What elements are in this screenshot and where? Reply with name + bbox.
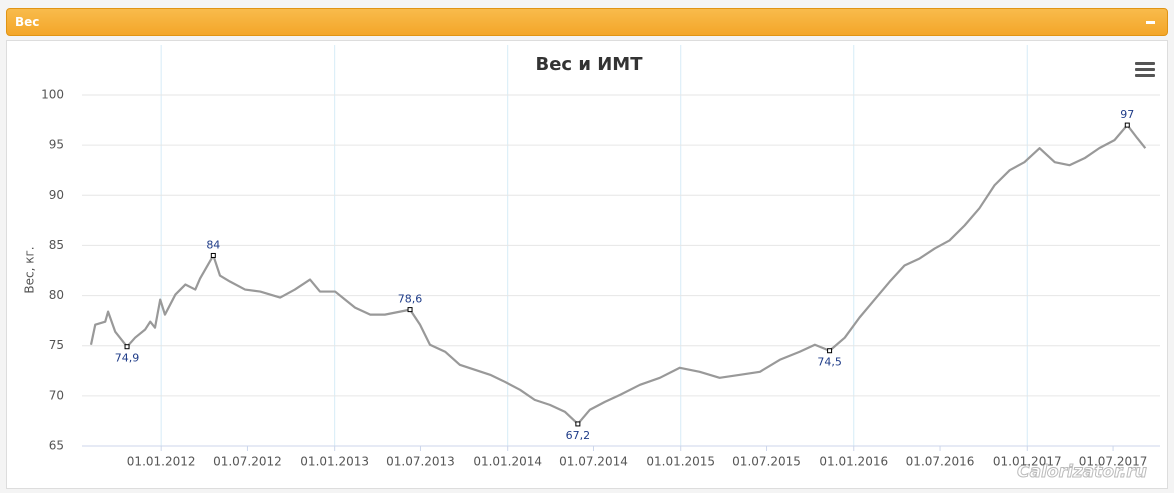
- data-label: 67,2: [566, 429, 591, 442]
- x-tick-label: 01.01.2014: [473, 455, 542, 469]
- x-tick-label: 01.01.2015: [646, 455, 715, 469]
- labeled-point: [575, 421, 581, 427]
- x-tick-label: 01.01.2013: [300, 455, 369, 469]
- menu-icon[interactable]: [1135, 62, 1155, 77]
- x-tick-label: 01.07.2017: [1079, 455, 1148, 469]
- labeled-point: [407, 307, 413, 313]
- data-label: 74,5: [817, 356, 842, 369]
- watermark: Calorizator.ru: [1017, 462, 1147, 482]
- labeled-point: [1124, 122, 1130, 128]
- y-tick-label: 65: [49, 439, 64, 453]
- y-axis-title: Вес, кг.: [23, 246, 37, 293]
- x-tick-label: 01.07.2012: [213, 455, 282, 469]
- y-tick-label: 90: [49, 188, 64, 202]
- data-label: 78,6: [398, 293, 423, 306]
- data-label: 74,9: [115, 352, 140, 365]
- labeled-point: [124, 344, 130, 350]
- y-tick-label: 85: [49, 238, 64, 252]
- line: [89, 123, 1147, 426]
- x-tick-label: 01.07.2014: [559, 455, 628, 469]
- panel-title: Вес: [15, 15, 40, 29]
- panel-header[interactable]: Вес: [6, 8, 1168, 36]
- collapse-button[interactable]: [1146, 21, 1155, 24]
- data-label: 84: [206, 238, 220, 251]
- x-tick-label: 01.01.2017: [993, 455, 1062, 469]
- chart-title: Вес и ИМТ: [536, 54, 644, 75]
- x-tick-label: 01.07.2015: [732, 455, 801, 469]
- y-tick-label: 70: [49, 388, 64, 402]
- y-tick-label: 80: [49, 288, 64, 302]
- y-tick-label: 100: [41, 88, 64, 102]
- x-tick-label: 01.07.2013: [386, 455, 455, 469]
- x-tick-label: 01.07.2016: [906, 455, 975, 469]
- y-tick-label: 75: [49, 338, 64, 352]
- labeled-point: [210, 252, 216, 258]
- data-label: 97: [1120, 108, 1134, 121]
- x-tick-label: 01.01.2016: [819, 455, 888, 469]
- x-tick-label: 01.01.2012: [127, 455, 196, 469]
- labeled-point: [827, 348, 833, 354]
- y-tick-label: 95: [49, 138, 64, 152]
